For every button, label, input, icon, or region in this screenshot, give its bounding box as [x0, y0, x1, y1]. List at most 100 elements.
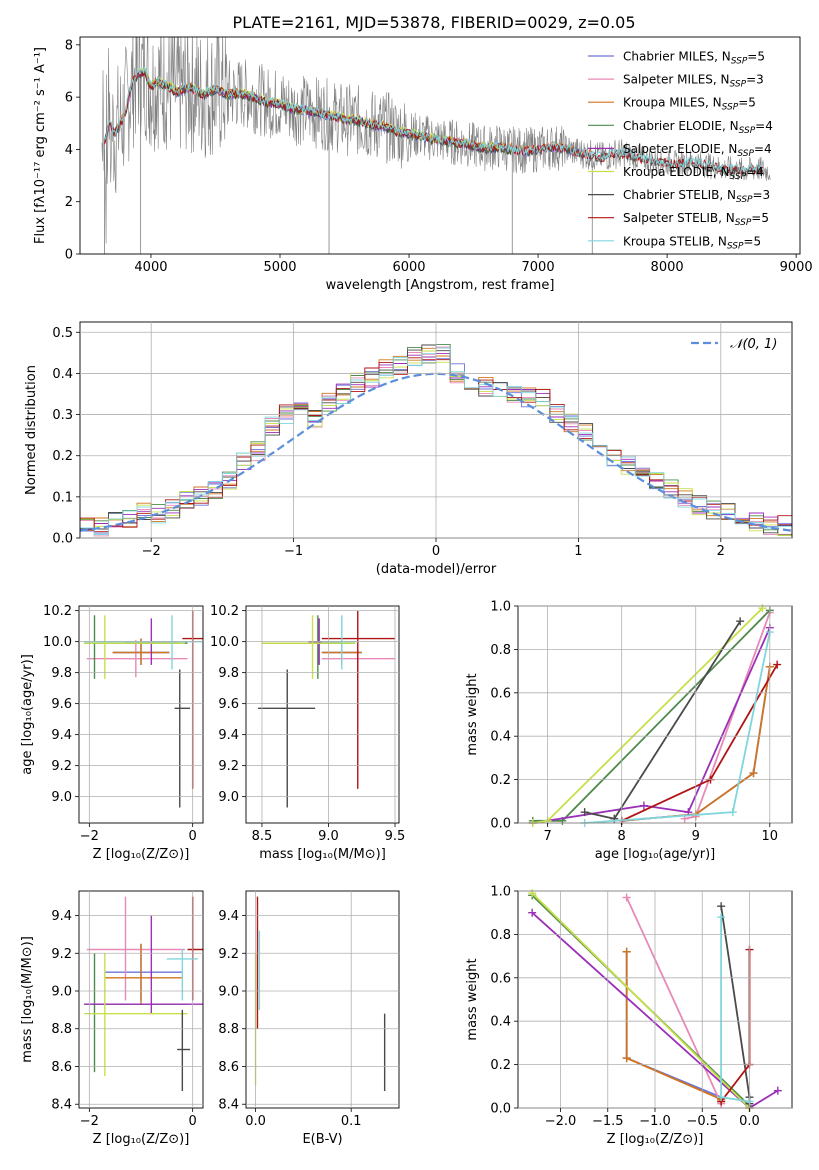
- weight-marker: [528, 908, 537, 917]
- x-tick-label: 0: [432, 544, 440, 559]
- x-tick-label: −2.0: [545, 1114, 577, 1129]
- x-tick-label: 0.0: [245, 1114, 266, 1129]
- x-tick-label: 7: [543, 829, 551, 844]
- x-tick-label: −1.0: [639, 1114, 671, 1129]
- x-tick-label: 0.1: [341, 1114, 362, 1129]
- axes-frame: [245, 605, 400, 824]
- y-axis-label: Flux [fλ10⁻¹⁷ erg cm⁻² s⁻¹ A⁻¹]: [33, 47, 48, 244]
- x-tick-label: 8: [618, 829, 626, 844]
- axes-frame: [245, 890, 400, 1109]
- x-tick-label: −2: [80, 829, 99, 844]
- legend-label: 𝒩(0, 1): [730, 337, 777, 352]
- weight-marker: [622, 1054, 631, 1063]
- y-tick-label: 10.2: [210, 604, 239, 619]
- x-tick-label: 4000: [134, 260, 167, 275]
- y-tick-label: 9.4: [218, 909, 239, 924]
- y-tick-label: 1.0: [490, 600, 511, 615]
- y-tick-label: 9.0: [51, 790, 72, 805]
- x-tick-label: −2: [142, 544, 161, 559]
- weight-marker: [749, 769, 758, 778]
- x-axis-label: E(B-V): [302, 1132, 342, 1147]
- y-tick-label: 8: [65, 38, 73, 53]
- y-tick-label: 9.2: [218, 759, 239, 774]
- y-tick-label: 0.8: [490, 643, 511, 658]
- x-axis-label: Z [log₁₀(Z/Z⊙)]: [93, 847, 190, 862]
- weight-vs-Z-panel: −2.0 −1.5 −1.0 −0.5 0.0 0.0 0.2 0.4 0.6 0.8 1.0 Z […: [465, 885, 793, 1147]
- x-axis-label: wavelength [Angstrom, rest frame]: [326, 278, 555, 293]
- x-tick-label: 10: [762, 829, 779, 844]
- weight-vs-age-panel: 7 8 9 10 0.0 0.2 0.4 0.6 0.8 1.0 age [log₁₀(age/yr…: [465, 600, 793, 862]
- age-vs-Z-panel: −2 0 9.0 9.2 9.4 9.6 9.8 10.0 10.2 Z [log₁₀(Z/Z⊙)…: [20, 604, 204, 862]
- legend-label: Salpeter ELODIE, NSSP=4: [623, 142, 772, 159]
- x-tick-label: 7000: [522, 260, 555, 275]
- y-tick-label: 0.0: [490, 1102, 511, 1117]
- y-tick-label: 0.4: [490, 730, 511, 745]
- weight-marker: [758, 604, 767, 613]
- x-axis-label: age [log₁₀(age/yr)]: [595, 847, 716, 862]
- x-tick-label: 9: [692, 829, 700, 844]
- y-tick-label: 0.2: [52, 449, 73, 464]
- y-tick-label: 0.1: [52, 490, 73, 505]
- x-axis-label: Z [log₁₀(Z/Z⊙)]: [93, 1132, 190, 1147]
- y-tick-label: 2: [65, 195, 73, 210]
- legend-label: Chabrier ELODIE, NSSP=4: [623, 119, 773, 136]
- x-tick-label: −2: [80, 1114, 99, 1129]
- axes-frame: [79, 36, 801, 255]
- y-tick-label: 0.5: [52, 326, 73, 341]
- y-axis-label: mass weight: [465, 958, 480, 1040]
- y-tick-label: 0.0: [490, 817, 511, 832]
- weight-marker: [717, 902, 726, 911]
- legend-label: Salpeter MILES, NSSP=3: [623, 73, 764, 90]
- y-axis-label: Normed distribution: [24, 365, 39, 495]
- histogram-salpeter-elodie: [80, 352, 792, 530]
- y-tick-label: 0.4: [490, 1015, 511, 1030]
- x-axis-label: Z [log₁₀(Z/Z⊙)]: [607, 1132, 704, 1147]
- weight-marker: [773, 1086, 782, 1095]
- x-axis-label: mass [log₁₀(M/M⊙)]: [259, 847, 386, 862]
- legend-label: Kroupa ELODIE, NSSP=4: [623, 165, 764, 182]
- y-tick-label: 9.6: [218, 697, 239, 712]
- y-tick-label: 9.0: [51, 985, 72, 1000]
- legend-label: Chabrier STELIB, NSSP=3: [623, 188, 770, 205]
- weight-marker: [717, 913, 726, 922]
- y-tick-label: 9.8: [218, 666, 239, 681]
- y-tick-label: 9.0: [218, 985, 239, 1000]
- y-tick-label: 0.3: [52, 408, 73, 423]
- x-tick-label: 5000: [263, 260, 296, 275]
- x-tick-label: 8.5: [252, 829, 273, 844]
- weight-marker: [736, 617, 745, 626]
- y-tick-label: 8.8: [218, 1022, 239, 1037]
- y-tick-label: 10.0: [210, 635, 239, 650]
- y-axis-label: mass weight: [465, 673, 480, 755]
- y-tick-label: 9.6: [51, 697, 72, 712]
- x-tick-label: 8000: [651, 260, 684, 275]
- x-axis-label: (data-model)/error: [376, 562, 497, 577]
- x-tick-label: 6000: [392, 260, 425, 275]
- weight-marker: [773, 660, 782, 669]
- weight-marker: [622, 893, 631, 902]
- weight-marker: [580, 808, 589, 817]
- mass-vs-Z-panel: −2 0 8.4 8.6 8.8 9.0 9.2 9.4 Z [log₁₀(Z/Z⊙)] mass…: [20, 890, 204, 1147]
- legend-label: Chabrier MILES, NSSP=5: [623, 50, 765, 67]
- y-tick-label: 0: [65, 248, 73, 263]
- spectrum-panel: 4000 5000 6000 7000 8000 9000 0 2 4 6 8 wavelength …: [33, 36, 813, 293]
- y-tick-label: 1.0: [490, 885, 511, 900]
- y-tick-label: 0.8: [490, 928, 511, 943]
- x-tick-label: 9.5: [385, 829, 406, 844]
- y-tick-label: 6: [65, 91, 73, 106]
- y-tick-label: 9.2: [51, 759, 72, 774]
- model-spectrum-salpeter-stelib: [104, 70, 764, 176]
- data-spectrum: [101, 37, 771, 244]
- weight-marker: [728, 808, 737, 817]
- y-tick-label: 8.4: [218, 1098, 239, 1113]
- y-tick-label: 4: [65, 143, 73, 158]
- legend-label: Kroupa STELIB, NSSP=5: [623, 234, 761, 251]
- x-tick-label: 2: [717, 544, 725, 559]
- y-tick-label: 8.8: [51, 1022, 72, 1037]
- y-tick-label: 0.0: [52, 532, 73, 547]
- axes-frame: [78, 605, 204, 824]
- y-axis-label: mass [log₁₀(M/M⊙)]: [20, 936, 35, 1063]
- y-tick-label: 10.0: [43, 635, 72, 650]
- y-tick-label: 0.2: [490, 1058, 511, 1073]
- weight-marker: [639, 801, 648, 810]
